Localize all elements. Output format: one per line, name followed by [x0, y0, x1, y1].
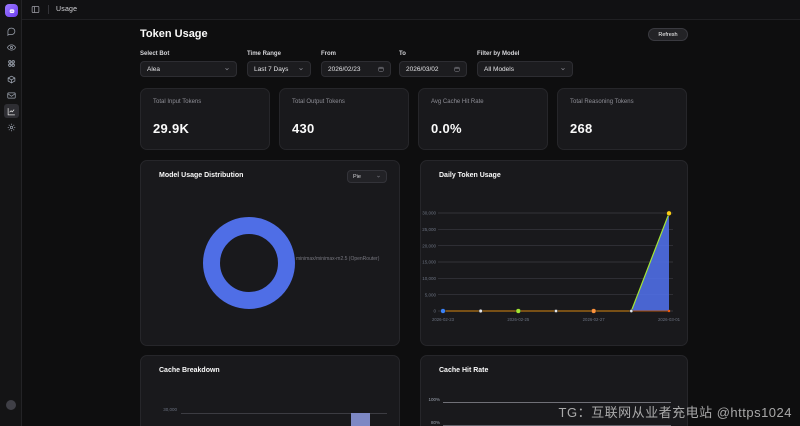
filter-by-model-label: Filter by Model: [477, 51, 520, 57]
stat-card-reasoning-tokens: Total Reasoning Tokens 268: [557, 88, 687, 150]
chevron-down-icon: [225, 68, 229, 71]
select-bot-value: Alea: [147, 65, 161, 73]
cache-hit-rate-title: Cache Hit Rate: [439, 367, 489, 374]
eye-icon: [7, 43, 16, 51]
pie-type-dropdown[interactable]: Pie: [347, 170, 387, 183]
cache-hit-ytick-80: 80%: [430, 420, 440, 425]
stat-value: 0.0%: [431, 121, 462, 136]
stat-value: 430: [292, 121, 315, 136]
sidebar-toggle-button[interactable]: [29, 4, 41, 16]
stat-card-output-tokens: Total Output Tokens 430: [279, 88, 409, 150]
daily-token-usage-card: Daily Token Usage 30,000 25,000 20,000 15,0…: [420, 160, 688, 346]
sidebar: [0, 0, 22, 426]
gridline: [181, 413, 387, 414]
from-date-value: 2026/02/23: [328, 65, 361, 73]
select-bot-label: Select Bot: [140, 51, 170, 57]
chevron-down-icon: [377, 175, 380, 178]
donut-legend-chip: [279, 255, 292, 263]
calendar-icon: [454, 66, 460, 72]
stat-label: Avg Cache Hit Rate: [431, 99, 484, 105]
time-range-label: Time Range: [247, 51, 281, 57]
svg-text:2026-02-23: 2026-02-23: [432, 317, 455, 322]
svg-text:10,000: 10,000: [422, 276, 436, 281]
cache-hit-ytick-100: 100%: [428, 397, 440, 402]
to-date-input[interactable]: 2026/03/02: [399, 61, 467, 77]
stat-value: 268: [570, 121, 593, 136]
svg-text:20,000: 20,000: [422, 243, 436, 248]
refresh-button[interactable]: Refresh: [648, 28, 688, 41]
page-title: Token Usage: [140, 28, 208, 40]
chat-icon: [7, 27, 16, 36]
svg-text:2026-03-01: 2026-03-01: [658, 317, 681, 322]
breadcrumb: Usage: [56, 6, 78, 13]
stat-label: Total Output Tokens: [292, 99, 345, 105]
from-label: From: [321, 51, 336, 57]
topbar: Usage: [22, 0, 800, 20]
to-label: To: [399, 51, 406, 57]
from-date-input[interactable]: 2026/02/23: [321, 61, 391, 77]
stat-value: 29.9K: [153, 121, 190, 136]
chart-icon: [7, 107, 15, 115]
time-range-value: Last 7 Days: [254, 65, 289, 73]
donut-ring: [203, 217, 295, 309]
cache-breakdown-card: Cache Breakdown 30,000: [140, 355, 400, 426]
select-bot-dropdown[interactable]: Alea: [140, 61, 237, 77]
svg-text:2026-02-27: 2026-02-27: [583, 317, 606, 322]
calendar-icon: [378, 66, 384, 72]
sidebar-item-package[interactable]: [4, 72, 19, 86]
cache-breakdown-ytick: 30,000: [163, 407, 177, 412]
gridline: [443, 402, 671, 403]
sidebar-item-mail[interactable]: [4, 88, 19, 102]
svg-text:15,000: 15,000: [422, 260, 436, 265]
model-usage-title: Model Usage Distribution: [159, 172, 244, 179]
chevron-down-icon: [299, 68, 303, 71]
time-range-dropdown[interactable]: Last 7 Days: [247, 61, 311, 77]
user-avatar[interactable]: [6, 400, 16, 410]
pie-type-value: Pie: [353, 173, 361, 180]
svg-text:0: 0: [433, 309, 436, 314]
svg-text:30,000: 30,000: [422, 211, 436, 216]
filter-by-model-dropdown[interactable]: All Models: [477, 61, 573, 77]
cache-hit-rate-card: Cache Hit Rate 100% 80%: [420, 355, 688, 426]
donut-legend: minimax/minimax-m2.5 (OpenRouter): [279, 255, 379, 263]
main-content: Token Usage Refresh Select Bot Alea Time…: [22, 20, 800, 426]
apps-icon: [8, 59, 15, 67]
package-icon: [7, 75, 16, 83]
sidebar-item-settings[interactable]: [4, 120, 19, 134]
sidebar-item-eye[interactable]: [4, 40, 19, 54]
mail-icon: [7, 92, 16, 98]
cache-bar: [351, 413, 370, 426]
app-logo[interactable]: [5, 4, 18, 17]
watermark: TG：互联网从业者充电站 @https1024: [558, 405, 792, 420]
panel-left-icon: [31, 6, 39, 13]
stat-card-input-tokens: Total Input Tokens 29.9K: [140, 88, 270, 150]
stat-card-cache-hit-rate: Avg Cache Hit Rate 0.0%: [418, 88, 548, 150]
sidebar-item-chat[interactable]: [4, 24, 19, 38]
filter-by-model-value: All Models: [484, 65, 514, 73]
daily-token-usage-chart: 30,000 25,000 20,000 15,000 10,000 5,000 0 2026…: [422, 211, 681, 322]
svg-text:5,000: 5,000: [425, 292, 437, 297]
daily-token-usage-title: Daily Token Usage: [439, 172, 501, 179]
topbar-divider: [48, 5, 49, 14]
sidebar-item-apps[interactable]: [4, 56, 19, 70]
stat-label: Total Input Tokens: [153, 99, 202, 105]
svg-text:2026-02-25: 2026-02-25: [507, 317, 530, 322]
to-date-value: 2026/03/02: [406, 65, 439, 73]
chevron-down-icon: [561, 68, 565, 71]
donut-legend-label: minimax/minimax-m2.5 (OpenRouter): [296, 256, 380, 262]
svg-text:25,000: 25,000: [422, 227, 436, 232]
gear-icon: [7, 123, 16, 131]
bot-logo-icon: [9, 8, 14, 13]
cache-breakdown-title: Cache Breakdown: [159, 367, 220, 374]
stat-label: Total Reasoning Tokens: [570, 99, 634, 105]
sidebar-item-usage[interactable]: [4, 104, 19, 118]
model-usage-card: Model Usage Distribution Pie minimax/min…: [140, 160, 400, 346]
